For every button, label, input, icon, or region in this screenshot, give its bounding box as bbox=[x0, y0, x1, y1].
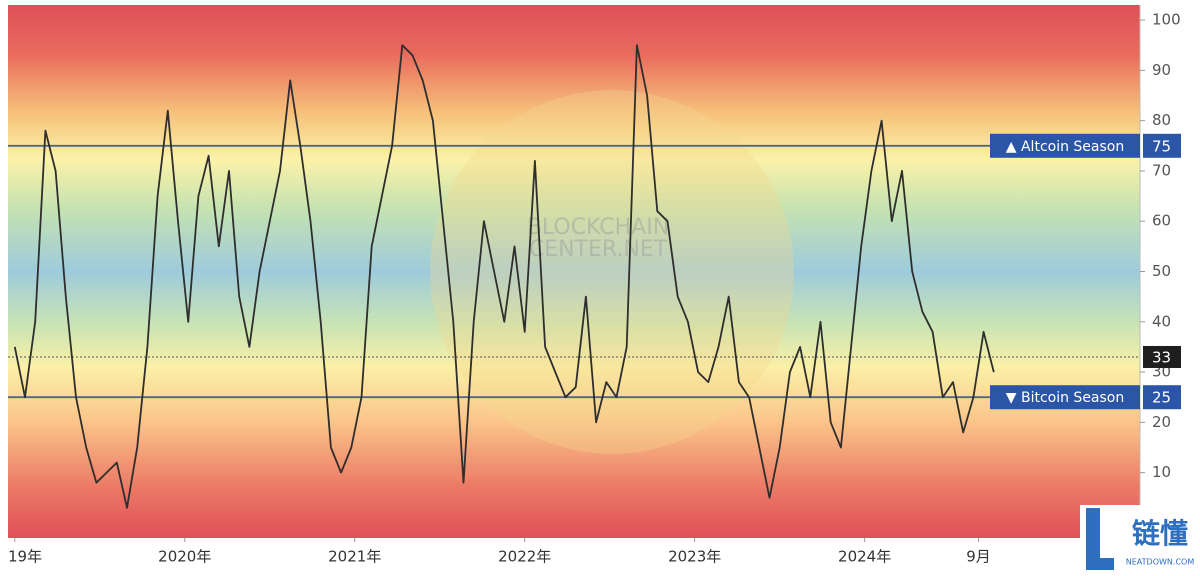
logo-icon bbox=[1086, 508, 1114, 570]
reference-label-box bbox=[990, 133, 1140, 158]
x-tick-label: 2023年 bbox=[668, 548, 721, 566]
reference-label: ▲ Altcoin Season bbox=[1006, 139, 1124, 155]
x-tick-label: 2021年 bbox=[328, 548, 381, 566]
reference-value-box bbox=[1143, 133, 1181, 158]
reference-value: 75 bbox=[1152, 137, 1171, 155]
y-tick-label: 100 bbox=[1152, 11, 1181, 29]
y-tick-label: 60 bbox=[1152, 212, 1171, 230]
logo-site: NEATDOWN.COM bbox=[1126, 558, 1195, 567]
reference-value: 25 bbox=[1152, 389, 1171, 407]
y-tick-label: 70 bbox=[1152, 161, 1171, 179]
logo-text: 链懂 bbox=[1132, 517, 1188, 550]
y-tick-label: 80 bbox=[1152, 111, 1171, 129]
y-tick-label: 50 bbox=[1152, 262, 1171, 280]
y-tick-label: 10 bbox=[1152, 463, 1171, 481]
current-value: 33 bbox=[1152, 348, 1171, 366]
watermark: BLOCKCHAIN bbox=[527, 215, 669, 240]
y-tick-label: 90 bbox=[1152, 61, 1171, 79]
x-tick-label: 19年 bbox=[8, 548, 42, 566]
reference-label: ▼ Bitcoin Season bbox=[1006, 390, 1125, 406]
logo: 链懂 NEATDOWN.COM bbox=[1080, 505, 1200, 576]
x-tick-label: 2020年 bbox=[158, 548, 211, 566]
y-tick-label: 40 bbox=[1152, 312, 1171, 330]
reference-value-box bbox=[1143, 385, 1181, 410]
x-tick-label: 9月 bbox=[966, 548, 991, 566]
watermark-circle bbox=[430, 90, 794, 454]
current-value-box bbox=[1143, 345, 1181, 368]
x-tick-label: 2024年 bbox=[838, 548, 891, 566]
y-tick-label: 20 bbox=[1152, 413, 1171, 431]
x-tick-label: 2022年 bbox=[498, 548, 551, 566]
plot-background bbox=[8, 5, 1140, 538]
watermark: CENTER.NET bbox=[529, 237, 668, 262]
index-line bbox=[13, 44, 995, 509]
reference-label-box bbox=[990, 385, 1140, 410]
